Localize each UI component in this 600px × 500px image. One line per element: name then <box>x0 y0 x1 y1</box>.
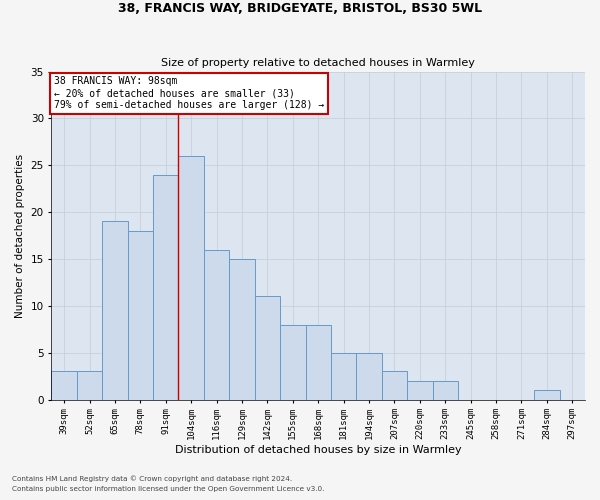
Text: 38, FRANCIS WAY, BRIDGEYATE, BRISTOL, BS30 5WL: 38, FRANCIS WAY, BRIDGEYATE, BRISTOL, BS… <box>118 2 482 16</box>
Bar <box>204 250 229 400</box>
Bar <box>407 381 433 400</box>
Bar <box>356 352 382 400</box>
Title: Size of property relative to detached houses in Warmley: Size of property relative to detached ho… <box>161 58 475 68</box>
Y-axis label: Number of detached properties: Number of detached properties <box>15 154 25 318</box>
Text: Contains public sector information licensed under the Open Government Licence v3: Contains public sector information licen… <box>12 486 325 492</box>
Bar <box>534 390 560 400</box>
Bar <box>433 381 458 400</box>
Bar <box>77 372 102 400</box>
Bar <box>102 222 128 400</box>
Bar <box>229 259 255 400</box>
Bar <box>128 231 153 400</box>
Text: Contains HM Land Registry data © Crown copyright and database right 2024.: Contains HM Land Registry data © Crown c… <box>12 476 292 482</box>
X-axis label: Distribution of detached houses by size in Warmley: Distribution of detached houses by size … <box>175 445 461 455</box>
Bar <box>178 156 204 400</box>
Bar <box>153 174 178 400</box>
Bar <box>280 324 305 400</box>
Bar <box>305 324 331 400</box>
Bar <box>255 296 280 400</box>
Bar <box>52 372 77 400</box>
Text: 38 FRANCIS WAY: 98sqm
← 20% of detached houses are smaller (33)
79% of semi-deta: 38 FRANCIS WAY: 98sqm ← 20% of detached … <box>54 76 325 110</box>
Bar <box>382 372 407 400</box>
Bar <box>331 352 356 400</box>
